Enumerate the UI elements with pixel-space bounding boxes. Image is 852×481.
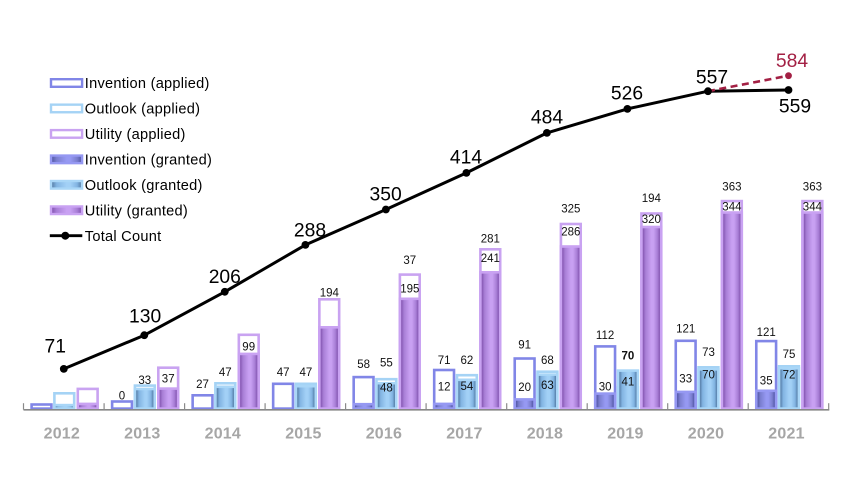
svg-text:Outlook (granted): Outlook (granted) <box>85 178 203 194</box>
svg-text:Utility (granted): Utility (granted) <box>85 203 188 219</box>
svg-text:47: 47 <box>219 367 232 379</box>
svg-text:62: 62 <box>461 355 474 367</box>
svg-text:526: 526 <box>611 83 643 104</box>
svg-text:281: 281 <box>481 233 500 245</box>
svg-text:75: 75 <box>783 349 796 361</box>
svg-text:484: 484 <box>531 108 563 129</box>
svg-text:363: 363 <box>722 182 741 194</box>
svg-text:344: 344 <box>722 202 742 214</box>
svg-text:58: 58 <box>357 359 370 371</box>
svg-text:559: 559 <box>779 97 811 118</box>
svg-text:584: 584 <box>776 51 808 72</box>
svg-text:63: 63 <box>541 380 554 392</box>
svg-text:2019: 2019 <box>607 426 643 443</box>
svg-text:320: 320 <box>642 214 661 226</box>
svg-text:70: 70 <box>702 370 715 382</box>
svg-text:0: 0 <box>119 391 125 403</box>
svg-text:68: 68 <box>541 355 554 367</box>
svg-text:12: 12 <box>438 382 451 394</box>
svg-text:71: 71 <box>44 337 65 358</box>
svg-text:414: 414 <box>450 148 482 169</box>
svg-text:325: 325 <box>561 204 580 216</box>
svg-text:41: 41 <box>622 377 635 389</box>
svg-text:2015: 2015 <box>285 426 321 443</box>
svg-text:54: 54 <box>461 381 474 393</box>
svg-text:2014: 2014 <box>205 426 241 443</box>
svg-text:241: 241 <box>481 253 500 265</box>
svg-text:344: 344 <box>803 202 823 214</box>
svg-text:194: 194 <box>642 193 662 205</box>
svg-text:194: 194 <box>320 288 340 300</box>
svg-text:47: 47 <box>277 367 290 379</box>
svg-text:70: 70 <box>622 350 635 362</box>
svg-text:286: 286 <box>561 227 580 239</box>
svg-text:48: 48 <box>380 383 393 395</box>
svg-text:112: 112 <box>596 330 614 342</box>
svg-text:30: 30 <box>599 382 612 394</box>
svg-text:55: 55 <box>380 357 393 369</box>
svg-text:2016: 2016 <box>366 426 402 443</box>
svg-text:2018: 2018 <box>527 426 563 443</box>
svg-text:73: 73 <box>702 347 715 359</box>
svg-text:2017: 2017 <box>446 426 482 443</box>
svg-text:91: 91 <box>518 339 531 351</box>
svg-text:195: 195 <box>400 284 419 296</box>
svg-text:33: 33 <box>679 374 692 386</box>
svg-text:37: 37 <box>162 374 175 386</box>
svg-text:2013: 2013 <box>124 426 160 443</box>
svg-text:99: 99 <box>242 341 255 353</box>
svg-text:206: 206 <box>209 267 241 288</box>
svg-text:Outlook (applied): Outlook (applied) <box>85 102 200 118</box>
svg-text:27: 27 <box>196 379 209 391</box>
svg-text:72: 72 <box>783 369 796 381</box>
svg-text:363: 363 <box>803 182 822 194</box>
svg-text:Invention (granted): Invention (granted) <box>85 152 212 168</box>
svg-text:350: 350 <box>370 185 402 206</box>
svg-text:33: 33 <box>138 375 151 387</box>
svg-text:37: 37 <box>403 255 416 267</box>
svg-text:288: 288 <box>294 220 326 241</box>
svg-text:121: 121 <box>676 324 695 336</box>
svg-text:20: 20 <box>518 382 531 394</box>
svg-text:121: 121 <box>757 327 776 339</box>
svg-text:47: 47 <box>300 367 313 379</box>
svg-text:2012: 2012 <box>44 426 80 443</box>
svg-text:Total Count: Total Count <box>85 229 162 245</box>
svg-text:Utility (applied): Utility (applied) <box>85 127 186 143</box>
svg-text:557: 557 <box>696 67 728 88</box>
svg-text:Invention (applied): Invention (applied) <box>85 76 210 92</box>
svg-text:35: 35 <box>760 376 773 388</box>
svg-text:2021: 2021 <box>768 426 804 443</box>
svg-text:130: 130 <box>129 307 161 328</box>
svg-text:71: 71 <box>438 355 451 367</box>
svg-text:2020: 2020 <box>688 426 724 443</box>
